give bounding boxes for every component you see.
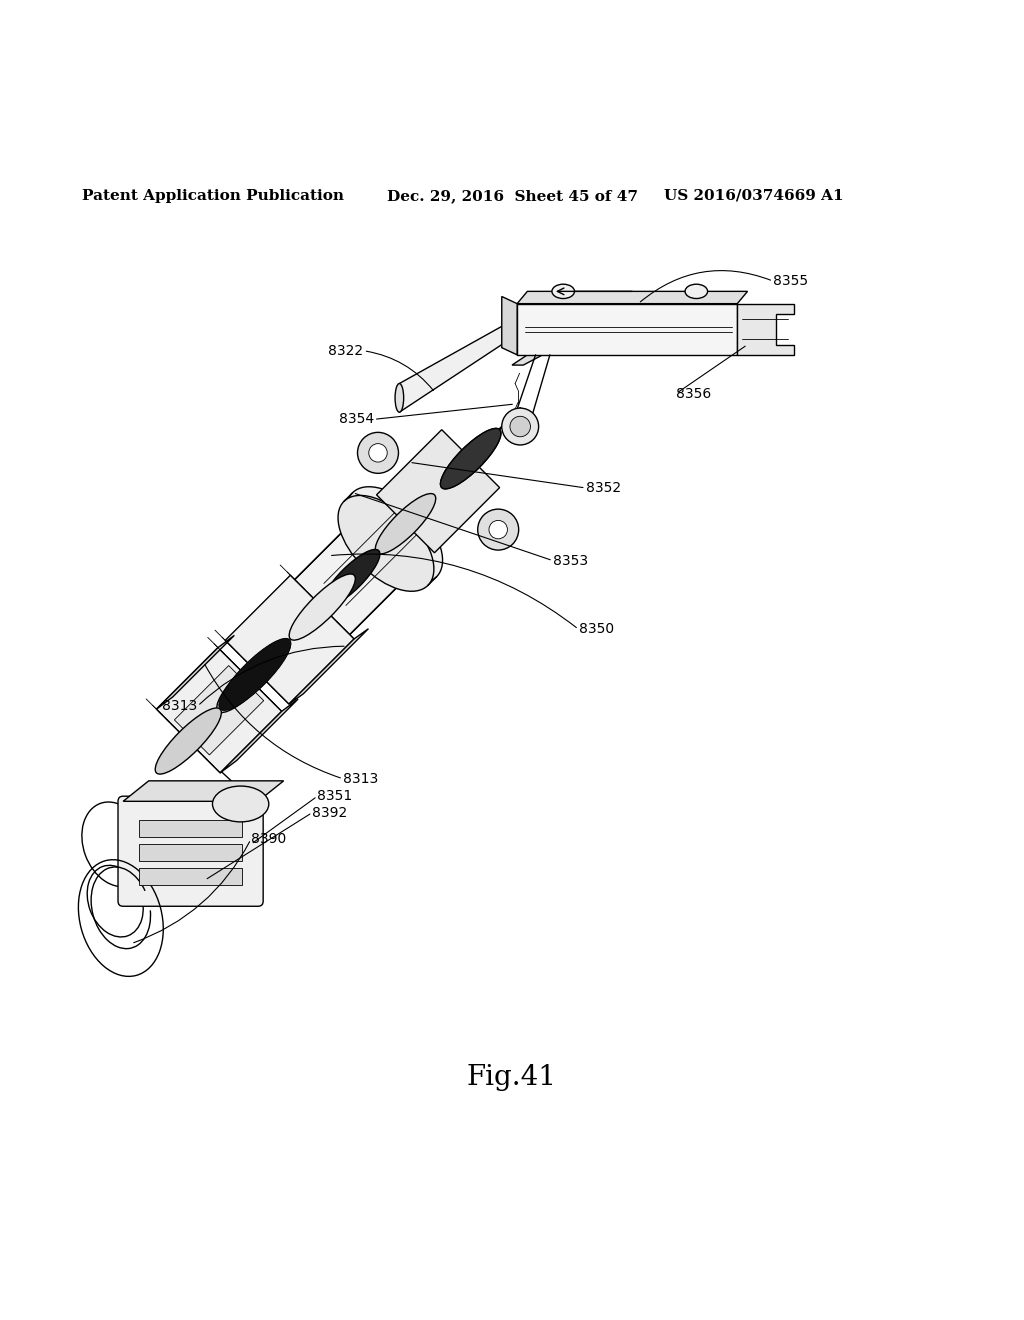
Polygon shape <box>512 355 543 366</box>
Circle shape <box>502 408 539 445</box>
Polygon shape <box>273 482 447 656</box>
Ellipse shape <box>440 429 501 488</box>
FancyBboxPatch shape <box>118 796 263 907</box>
Polygon shape <box>289 628 369 704</box>
Text: 8313: 8313 <box>162 700 197 713</box>
Polygon shape <box>377 430 500 553</box>
Ellipse shape <box>219 639 291 710</box>
Text: 8356: 8356 <box>676 387 711 401</box>
Text: Fig.41: Fig.41 <box>467 1064 557 1092</box>
Ellipse shape <box>323 549 380 607</box>
Polygon shape <box>157 648 282 774</box>
Ellipse shape <box>347 487 442 582</box>
Ellipse shape <box>338 495 434 591</box>
Ellipse shape <box>213 785 268 822</box>
Ellipse shape <box>156 708 221 774</box>
Ellipse shape <box>217 647 283 713</box>
Text: 8350: 8350 <box>579 622 613 636</box>
Circle shape <box>489 520 508 539</box>
Text: 8351: 8351 <box>317 789 352 803</box>
Circle shape <box>369 444 387 462</box>
Polygon shape <box>517 292 748 304</box>
FancyBboxPatch shape <box>517 304 737 355</box>
Text: Dec. 29, 2016  Sheet 45 of 47: Dec. 29, 2016 Sheet 45 of 47 <box>387 189 638 203</box>
Ellipse shape <box>289 574 355 640</box>
Polygon shape <box>123 781 284 801</box>
Text: 8390: 8390 <box>251 832 286 846</box>
Ellipse shape <box>375 494 436 554</box>
Polygon shape <box>225 576 354 704</box>
Polygon shape <box>157 635 234 709</box>
Text: 8392: 8392 <box>312 805 347 820</box>
Circle shape <box>478 510 519 550</box>
Text: 8352: 8352 <box>586 480 621 495</box>
FancyBboxPatch shape <box>139 821 242 837</box>
Text: 8353: 8353 <box>553 553 588 568</box>
Ellipse shape <box>224 639 290 705</box>
Ellipse shape <box>552 284 574 298</box>
Circle shape <box>357 433 398 474</box>
Polygon shape <box>220 700 298 774</box>
Polygon shape <box>174 665 264 755</box>
FancyBboxPatch shape <box>139 869 242 884</box>
Text: US 2016/0374669 A1: US 2016/0374669 A1 <box>664 189 843 203</box>
Ellipse shape <box>440 429 501 488</box>
Ellipse shape <box>685 284 708 298</box>
Polygon shape <box>737 304 794 355</box>
Text: Patent Application Publication: Patent Application Publication <box>82 189 344 203</box>
Text: 8355: 8355 <box>773 275 808 288</box>
Text: 8313: 8313 <box>343 772 378 785</box>
Circle shape <box>510 416 530 437</box>
Polygon shape <box>502 297 517 355</box>
FancyBboxPatch shape <box>139 845 242 861</box>
Text: 8322: 8322 <box>329 343 364 358</box>
Ellipse shape <box>395 384 403 412</box>
Text: 8354: 8354 <box>339 412 374 426</box>
Polygon shape <box>399 321 512 412</box>
